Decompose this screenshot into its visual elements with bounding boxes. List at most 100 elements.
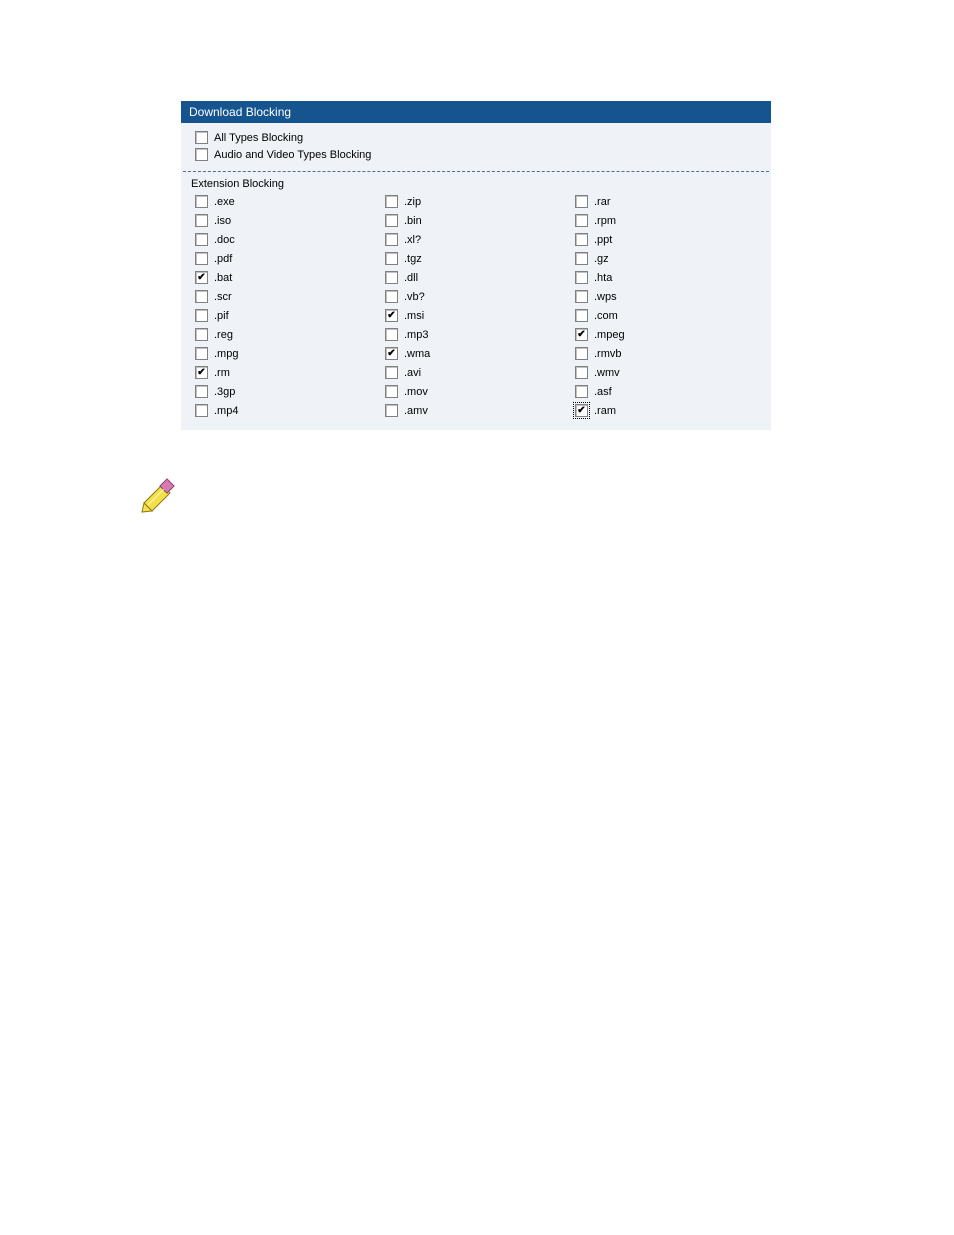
checkbox-av-types[interactable] bbox=[195, 148, 208, 161]
ext-row: .exe bbox=[191, 192, 381, 211]
label-av-types: Audio and Video Types Blocking bbox=[214, 149, 371, 161]
ext-row: .amv bbox=[381, 401, 571, 420]
ext-label: .wma bbox=[404, 348, 430, 360]
ext-row: .wmv bbox=[571, 363, 761, 382]
ext-col-2: .rar .rpm .ppt .gz .hta .wps .com ✔.mpeg.rmvb.w… bbox=[571, 192, 761, 420]
checkbox-ext[interactable] bbox=[195, 328, 208, 341]
checkbox-ext[interactable] bbox=[575, 214, 588, 227]
ext-row: .3gp bbox=[191, 382, 381, 401]
ext-label: .pif bbox=[214, 310, 229, 322]
checkbox-ext[interactable] bbox=[195, 404, 208, 417]
ext-label: .mpg bbox=[214, 348, 238, 360]
checkbox-ext[interactable] bbox=[575, 195, 588, 208]
ext-row: .pif bbox=[191, 306, 381, 325]
ext-row: ✔.mpeg bbox=[571, 325, 761, 344]
ext-label: .mp3 bbox=[404, 329, 428, 341]
ext-col-1: .zip .bin .xl? .tgz .dll .vb? ✔ .msi .mp3 ✔ .wma .a… bbox=[381, 192, 571, 420]
checkbox-ext[interactable]: ✔ bbox=[385, 347, 398, 360]
ext-row: .rar bbox=[571, 192, 761, 211]
checkbox-ext[interactable] bbox=[385, 385, 398, 398]
checkbox-ext[interactable] bbox=[575, 233, 588, 246]
meta-options: All Types Blocking Audio and Video Types… bbox=[181, 123, 771, 171]
ext-label: .mp4 bbox=[214, 405, 238, 417]
checkbox-ext[interactable] bbox=[385, 290, 398, 303]
checkbox-ext[interactable] bbox=[195, 214, 208, 227]
checkbox-ext[interactable] bbox=[195, 233, 208, 246]
ext-label: .exe bbox=[214, 196, 235, 208]
download-blocking-panel: Download Blocking All Types Blocking Aud… bbox=[180, 100, 772, 431]
ext-row: .mp4 bbox=[191, 401, 381, 420]
ext-row: .vb? bbox=[381, 287, 571, 306]
extension-blocking-label: Extension Blocking bbox=[181, 172, 771, 192]
ext-label: .amv bbox=[404, 405, 428, 417]
ext-label: .bin bbox=[404, 215, 422, 227]
ext-row: .rmvb bbox=[571, 344, 761, 363]
ext-row: .asf bbox=[571, 382, 761, 401]
ext-label: .iso bbox=[214, 215, 231, 227]
ext-label: .vb? bbox=[404, 291, 425, 303]
ext-row: .com bbox=[571, 306, 761, 325]
checkbox-ext[interactable] bbox=[385, 404, 398, 417]
ext-row: .doc bbox=[191, 230, 381, 249]
ext-label: .wps bbox=[594, 291, 617, 303]
panel-title: Download Blocking bbox=[189, 105, 291, 119]
ext-row: ✔.bat bbox=[191, 268, 381, 287]
ext-label: .com bbox=[594, 310, 618, 322]
ext-row: .avi bbox=[381, 363, 571, 382]
checkbox-ext[interactable] bbox=[575, 252, 588, 265]
ext-row: .tgz bbox=[381, 249, 571, 268]
ext-row: .ppt bbox=[571, 230, 761, 249]
ext-row: .mov bbox=[381, 382, 571, 401]
ext-label: .rar bbox=[594, 196, 611, 208]
checkbox-ext[interactable] bbox=[195, 290, 208, 303]
ext-label: .avi bbox=[404, 367, 421, 379]
ext-label: .ppt bbox=[594, 234, 612, 246]
checkbox-ext[interactable] bbox=[195, 385, 208, 398]
ext-label: .scr bbox=[214, 291, 232, 303]
checkbox-ext[interactable] bbox=[575, 385, 588, 398]
checkbox-ext[interactable] bbox=[195, 195, 208, 208]
checkbox-ext[interactable] bbox=[385, 366, 398, 379]
checkbox-ext[interactable]: ✔ bbox=[575, 328, 588, 341]
checkbox-ext[interactable]: ✔ bbox=[385, 309, 398, 322]
checkbox-ext[interactable]: ✔ bbox=[575, 404, 588, 417]
checkbox-ext[interactable]: ✔ bbox=[195, 271, 208, 284]
checkbox-ext[interactable] bbox=[385, 233, 398, 246]
checkbox-ext[interactable] bbox=[385, 195, 398, 208]
checkbox-ext[interactable] bbox=[385, 328, 398, 341]
ext-label: .dll bbox=[404, 272, 418, 284]
checkbox-all-types[interactable] bbox=[195, 131, 208, 144]
ext-row: .zip bbox=[381, 192, 571, 211]
ext-row: ✔ .msi bbox=[381, 306, 571, 325]
ext-label: .gz bbox=[594, 253, 609, 265]
ext-label: .doc bbox=[214, 234, 235, 246]
ext-row: ✔ .wma bbox=[381, 344, 571, 363]
ext-row: .iso bbox=[191, 211, 381, 230]
ext-row: .gz bbox=[571, 249, 761, 268]
checkbox-ext[interactable] bbox=[575, 347, 588, 360]
ext-row: .rpm bbox=[571, 211, 761, 230]
ext-label: .mov bbox=[404, 386, 428, 398]
checkbox-ext[interactable]: ✔ bbox=[195, 366, 208, 379]
ext-row: .mpg bbox=[191, 344, 381, 363]
checkbox-ext[interactable] bbox=[575, 271, 588, 284]
ext-label: .3gp bbox=[214, 386, 235, 398]
ext-label: .reg bbox=[214, 329, 233, 341]
checkbox-ext[interactable] bbox=[195, 309, 208, 322]
ext-label: .xl? bbox=[404, 234, 421, 246]
ext-label: .hta bbox=[594, 272, 612, 284]
checkbox-ext[interactable] bbox=[195, 252, 208, 265]
ext-label: .pdf bbox=[214, 253, 232, 265]
checkbox-ext[interactable] bbox=[385, 252, 398, 265]
checkbox-ext[interactable] bbox=[385, 214, 398, 227]
ext-label: .ram bbox=[594, 405, 616, 417]
checkbox-ext[interactable] bbox=[195, 347, 208, 360]
ext-label: .msi bbox=[404, 310, 424, 322]
checkbox-ext[interactable] bbox=[575, 290, 588, 303]
checkbox-ext[interactable] bbox=[575, 366, 588, 379]
ext-row: .hta bbox=[571, 268, 761, 287]
checkbox-ext[interactable] bbox=[385, 271, 398, 284]
ext-label: .rm bbox=[214, 367, 230, 379]
opt-all-types: All Types Blocking bbox=[191, 131, 761, 144]
checkbox-ext[interactable] bbox=[575, 309, 588, 322]
